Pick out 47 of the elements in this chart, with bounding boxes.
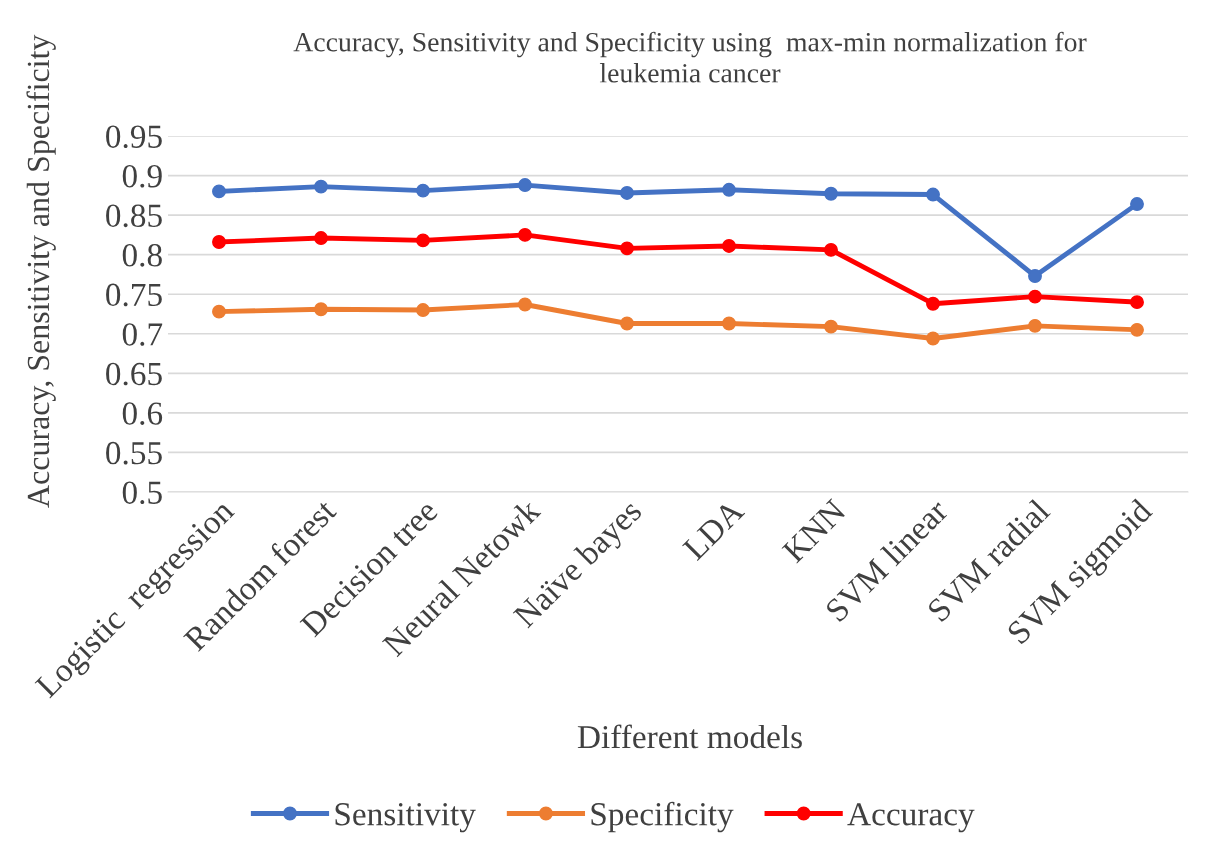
y-tick-label: 0.95 <box>106 125 162 149</box>
point <box>824 242 838 257</box>
y-tick-label: 0.75 <box>106 283 162 307</box>
y-axis-title: Accuracy, Sensitivity and Specificity <box>26 34 56 508</box>
point <box>212 184 226 199</box>
point <box>314 302 328 317</box>
y-tick-label: 0.55 <box>106 441 162 465</box>
point <box>518 178 532 192</box>
point <box>1028 289 1042 304</box>
y-tick-label: 0.9 <box>122 164 162 188</box>
point <box>926 296 940 311</box>
point <box>212 235 226 249</box>
point <box>314 231 328 245</box>
point <box>824 186 838 201</box>
y-tick-label: 0.7 <box>122 323 163 346</box>
point <box>1130 322 1144 337</box>
point <box>212 304 226 319</box>
point <box>1130 197 1144 211</box>
legend-label: Specificity <box>591 801 734 833</box>
point <box>620 241 634 256</box>
point <box>518 227 532 242</box>
point <box>1028 318 1042 333</box>
point <box>620 186 634 200</box>
point <box>620 316 634 331</box>
y-tick-label: 0.8 <box>122 244 162 267</box>
point <box>1028 269 1042 283</box>
point <box>518 297 532 312</box>
point <box>722 182 736 197</box>
y-tick-label: 0.85 <box>106 204 162 228</box>
legend-label: Accuracy <box>847 803 975 833</box>
point <box>824 319 838 334</box>
point <box>722 316 736 331</box>
point <box>416 183 430 198</box>
y-tick-label: 0.5 <box>122 481 162 505</box>
point <box>926 331 940 346</box>
point <box>1130 295 1144 310</box>
x-tick-label: LDA <box>682 497 746 562</box>
x-axis-title: Different models <box>577 724 802 749</box>
legend-label: Sensitivity <box>335 803 476 833</box>
point <box>926 187 940 202</box>
point <box>314 179 328 194</box>
point <box>722 239 736 253</box>
point <box>416 233 430 248</box>
y-tick-label: 0.65 <box>106 362 162 386</box>
point <box>416 303 430 317</box>
chart-title: Accuracy, Sensitivity and Specificity using max-min normalization for leukemia cancer <box>293 31 1087 83</box>
y-tick-label: 0.6 <box>122 402 163 425</box>
